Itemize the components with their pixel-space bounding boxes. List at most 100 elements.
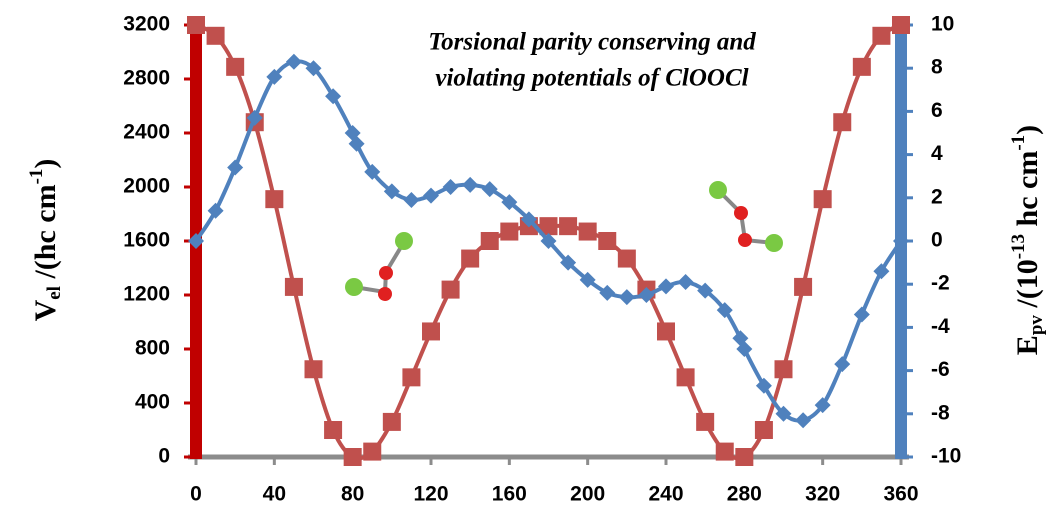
y2-tick-label: 2 <box>931 185 943 208</box>
marker <box>834 356 851 373</box>
y2-tick-label: 0 <box>931 229 943 252</box>
marker <box>187 16 205 34</box>
y-tick-label: 800 <box>135 337 170 360</box>
marker <box>480 232 499 250</box>
marker <box>560 254 577 271</box>
marker <box>305 60 322 77</box>
y-tick-label: 2400 <box>123 121 170 144</box>
marker <box>658 278 674 295</box>
marker <box>833 113 852 132</box>
y-tick-label: 2000 <box>123 175 170 198</box>
y-axis-label: Vel /(hc cm-1) <box>26 159 65 322</box>
x-tick-label: 200 <box>570 483 605 506</box>
y2-tick-label: 6 <box>931 99 943 122</box>
chart-title: Torsional parity conserving and <box>428 29 756 56</box>
marker <box>598 232 617 250</box>
marker <box>285 53 302 70</box>
label-part: /(10 <box>1011 259 1044 315</box>
marker <box>227 159 244 176</box>
marker <box>403 191 420 208</box>
marker <box>599 284 616 301</box>
marker <box>501 194 518 211</box>
marker <box>559 217 578 236</box>
label-part: pv <box>1026 315 1047 336</box>
marker <box>422 322 440 341</box>
marker <box>775 405 792 422</box>
marker <box>774 360 793 379</box>
label-part: -1 <box>1008 135 1029 151</box>
marker <box>481 181 498 198</box>
y-tick-label: 3200 <box>123 13 170 36</box>
marker <box>579 271 596 288</box>
label-part: E <box>1011 335 1044 355</box>
marker <box>852 57 871 76</box>
marker <box>364 163 381 180</box>
marker <box>226 57 245 76</box>
x-tick-label: 360 <box>883 483 918 506</box>
marker <box>304 360 323 379</box>
marker <box>442 179 459 195</box>
x-tick-label: 120 <box>413 483 448 506</box>
y2-tick-label: -10 <box>931 445 961 468</box>
y-tick-label: 1600 <box>123 229 170 252</box>
marker <box>853 306 870 323</box>
marker <box>814 397 831 414</box>
y2-axis-label: Epv /(10-13 hc cm-1) <box>1008 125 1047 355</box>
label-part: V <box>29 299 62 321</box>
marker <box>872 26 891 45</box>
marker <box>246 109 263 126</box>
marker <box>207 202 224 219</box>
y2-tick-label: 8 <box>931 56 943 79</box>
marker <box>462 176 479 193</box>
marker <box>383 183 400 200</box>
molecule-left <box>345 232 413 301</box>
label-part: ) <box>1011 125 1044 135</box>
x-tick-label: 240 <box>648 483 683 506</box>
marker <box>755 377 772 394</box>
marker <box>715 442 734 461</box>
label-part: -1 <box>26 169 47 185</box>
marker <box>677 274 694 291</box>
label-part: el <box>44 286 65 300</box>
marker <box>696 412 715 431</box>
y-tick-label: 2800 <box>123 67 170 90</box>
marker <box>423 187 439 204</box>
marker <box>325 88 342 105</box>
x-tick-label: 280 <box>727 483 762 506</box>
marker <box>892 16 910 34</box>
marker <box>461 249 480 268</box>
x-tick-label: 320 <box>805 483 840 506</box>
y2-tick-label: -4 <box>931 315 950 338</box>
marker <box>794 277 813 296</box>
marker <box>441 280 460 299</box>
marker <box>795 412 812 429</box>
x-tick-label: 0 <box>190 483 202 506</box>
marker <box>873 263 890 280</box>
marker <box>343 448 362 466</box>
marker <box>266 68 283 85</box>
marker <box>578 222 597 241</box>
marker <box>520 211 537 228</box>
label-part: ) <box>29 159 62 169</box>
marker <box>540 233 557 249</box>
marker <box>618 289 635 306</box>
marker <box>638 287 655 303</box>
marker <box>348 135 365 152</box>
molecule-right <box>709 181 783 252</box>
y2-tick-label: -2 <box>931 272 950 295</box>
marker <box>676 368 695 387</box>
marker <box>284 277 303 296</box>
marker <box>324 421 343 439</box>
x-tick-label: 80 <box>341 483 364 506</box>
marker <box>716 302 733 319</box>
marker <box>735 448 754 466</box>
y2-tick-label: 10 <box>931 13 954 36</box>
marker <box>206 26 225 45</box>
marker <box>893 233 909 249</box>
y2-tick-label: -8 <box>931 401 950 424</box>
marker <box>265 190 284 209</box>
marker <box>617 249 636 268</box>
marker <box>382 412 401 431</box>
x-tick-label: 40 <box>263 483 286 506</box>
